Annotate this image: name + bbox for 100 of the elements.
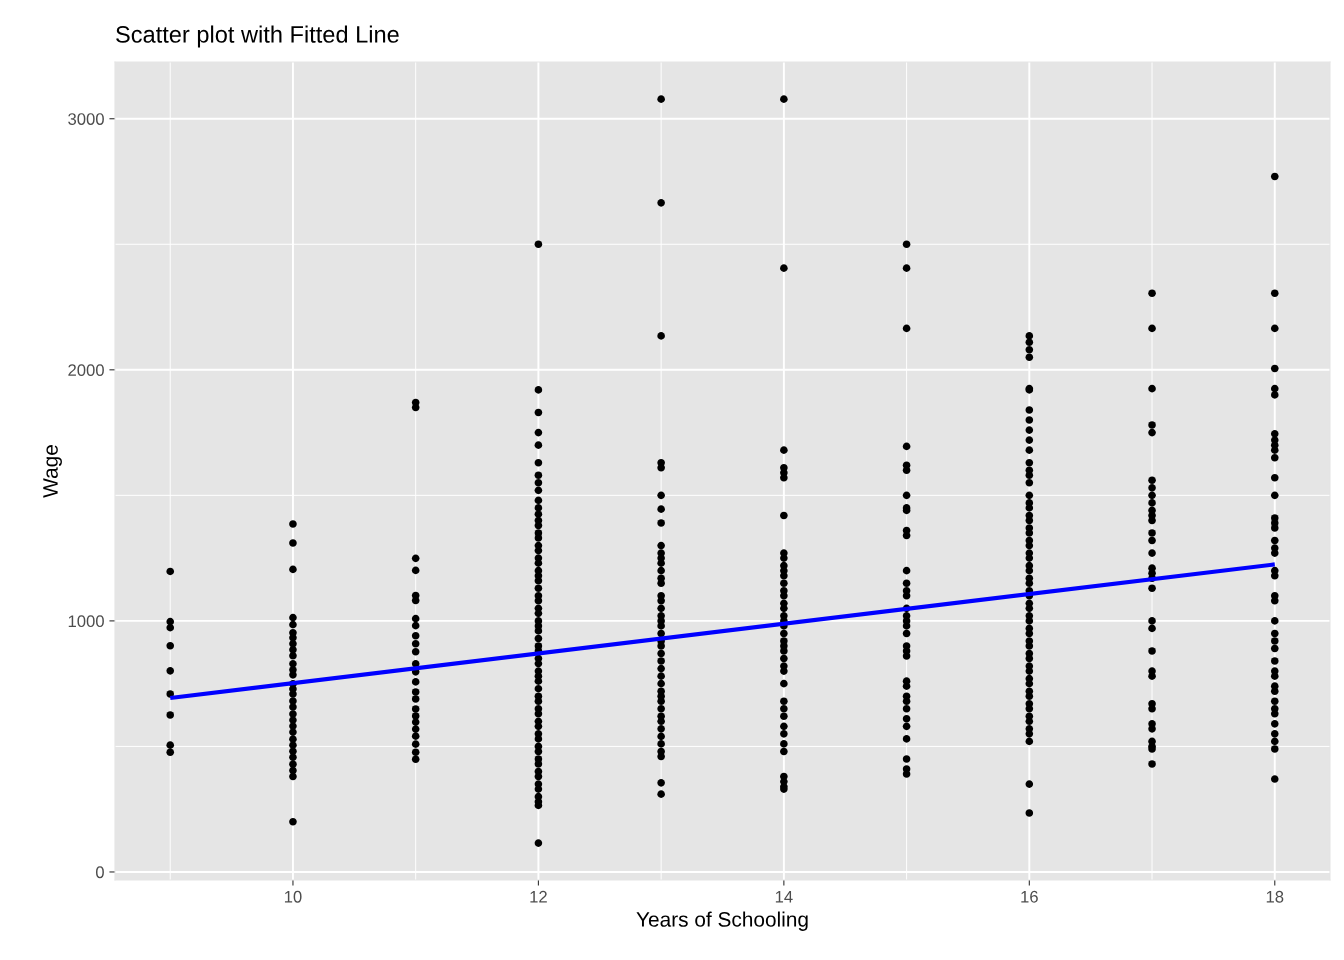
- point: [780, 679, 788, 688]
- point: [780, 704, 788, 713]
- point: [411, 678, 420, 686]
- point: [289, 747, 297, 755]
- point: [411, 621, 420, 630]
- point: [657, 679, 665, 688]
- point: [1025, 353, 1034, 362]
- point: [534, 458, 543, 467]
- point: [1270, 391, 1279, 399]
- point: [534, 609, 543, 618]
- point: [1148, 289, 1156, 298]
- point: [411, 554, 420, 563]
- point: [1270, 491, 1279, 500]
- point: [534, 634, 543, 643]
- point: [1148, 529, 1156, 537]
- point: [657, 597, 665, 605]
- point: [1025, 737, 1034, 746]
- point: [902, 735, 911, 743]
- point: [411, 566, 420, 575]
- point: [657, 642, 665, 650]
- point: [780, 264, 788, 272]
- point: [1025, 446, 1034, 454]
- point: [1270, 629, 1279, 638]
- point: [411, 596, 420, 605]
- point: [411, 732, 420, 740]
- point: [657, 725, 665, 733]
- x-tick-label: 12: [530, 890, 547, 903]
- point: [657, 790, 665, 798]
- point: [902, 566, 911, 575]
- point: [1025, 458, 1034, 467]
- point: [411, 631, 420, 640]
- point: [411, 695, 420, 703]
- point: [534, 677, 543, 685]
- point: [1148, 484, 1156, 492]
- point: [1025, 604, 1034, 613]
- point: [1270, 720, 1279, 728]
- point: [534, 597, 543, 605]
- point: [657, 559, 665, 567]
- point: [289, 710, 297, 718]
- point: [1148, 725, 1156, 733]
- point: [534, 785, 543, 793]
- point: [289, 613, 297, 622]
- point: [1025, 554, 1034, 562]
- point: [411, 718, 420, 726]
- x-tick-label: 14: [775, 891, 793, 903]
- point: [1025, 491, 1034, 500]
- point: [166, 711, 175, 719]
- point: [1025, 717, 1034, 726]
- point: [289, 753, 297, 762]
- point: [534, 534, 543, 542]
- point: [534, 627, 543, 635]
- point: [289, 760, 297, 769]
- point: [1148, 647, 1156, 655]
- point: [534, 747, 543, 756]
- y-tick-label: 1000: [68, 615, 104, 628]
- point: [289, 539, 297, 547]
- point: [1148, 672, 1156, 680]
- point: [1025, 516, 1034, 525]
- point: [289, 817, 297, 826]
- point: [902, 629, 911, 638]
- point: [289, 620, 297, 629]
- point: [657, 491, 665, 500]
- point: [1270, 549, 1279, 557]
- point: [411, 614, 420, 623]
- point: [534, 772, 543, 781]
- point: [780, 722, 788, 731]
- y-axis-title: Wage: [43, 445, 62, 498]
- point: [1270, 672, 1279, 680]
- point: [1025, 332, 1034, 340]
- point: [657, 649, 665, 658]
- point: [657, 717, 665, 726]
- point: [289, 690, 297, 698]
- point: [411, 725, 420, 733]
- point: [534, 496, 543, 505]
- point: [780, 740, 788, 748]
- point: [1148, 584, 1156, 593]
- y-tick-label: 2000: [68, 364, 104, 377]
- point: [657, 732, 665, 741]
- point: [657, 519, 665, 527]
- point: [657, 332, 665, 340]
- point: [1270, 657, 1279, 665]
- point: [1148, 324, 1156, 333]
- point: [534, 584, 543, 593]
- point: [166, 641, 175, 650]
- point: [902, 682, 911, 690]
- point: [411, 705, 420, 713]
- point: [1148, 536, 1156, 545]
- point: [1270, 172, 1279, 181]
- point: [657, 199, 665, 207]
- point: [1148, 384, 1156, 393]
- point: [289, 772, 297, 781]
- point: [1148, 421, 1156, 429]
- point: [657, 579, 665, 588]
- point: [411, 740, 420, 748]
- point: [534, 486, 543, 495]
- point: [902, 622, 911, 630]
- point: [534, 471, 543, 480]
- point: [657, 566, 665, 575]
- point: [1025, 667, 1034, 675]
- point: [166, 623, 175, 632]
